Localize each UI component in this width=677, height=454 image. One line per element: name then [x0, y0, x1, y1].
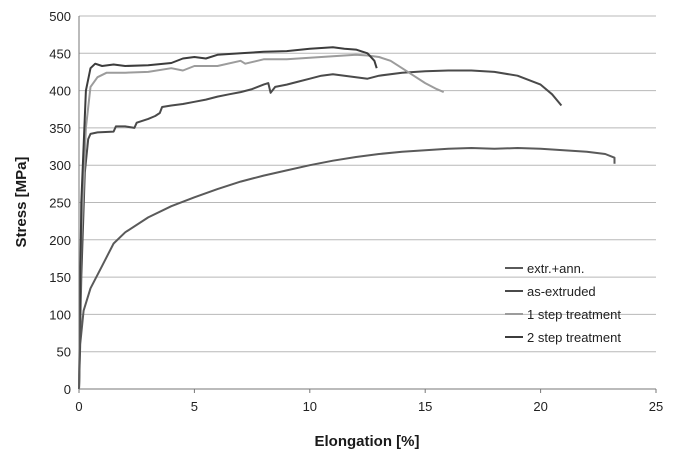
y-tick-label: 250	[49, 196, 71, 211]
x-tick-label: 0	[75, 399, 82, 414]
y-tick-label: 300	[49, 158, 71, 173]
series-line-1	[78, 147, 616, 390]
y-tick-label: 100	[49, 307, 71, 322]
legend-label: extr.+ann.	[527, 261, 584, 276]
legend: extr.+ann. as-extruded 1 step treatment 2 s…	[505, 261, 621, 345]
gridlines	[79, 15, 656, 353]
y-tick-label: 350	[49, 121, 71, 136]
y-tick-label: 150	[49, 270, 71, 285]
legend-label: 1 step treatment	[527, 307, 621, 322]
x-tick-label: 15	[418, 399, 432, 414]
y-tick-label: 400	[49, 84, 71, 99]
y-tick-label: 450	[49, 46, 71, 61]
y-tick-label: 0	[64, 382, 71, 397]
legend-label: as-extruded	[527, 284, 596, 299]
y-tick-label: 50	[57, 345, 71, 360]
series-line-2	[78, 69, 563, 390]
x-axis-title: Elongation [%]	[315, 433, 420, 450]
y-tick-label: 200	[49, 233, 71, 248]
x-tick-label: 25	[649, 399, 663, 414]
y-axis-title: Stress [MPa]	[13, 157, 30, 248]
x-tick-label: 20	[533, 399, 547, 414]
legend-label: 2 step treatment	[527, 330, 621, 345]
tick-labels: 0 50 100 150 200 250 300 350 400 450 500 0 5 10 15 20 25	[49, 9, 663, 414]
x-tick-label: 10	[303, 399, 317, 414]
series-lines	[78, 46, 616, 390]
series-line-4	[78, 46, 378, 390]
y-tick-label: 500	[49, 9, 71, 24]
series-line-3	[78, 53, 445, 390]
x-tick-label: 5	[191, 399, 198, 414]
